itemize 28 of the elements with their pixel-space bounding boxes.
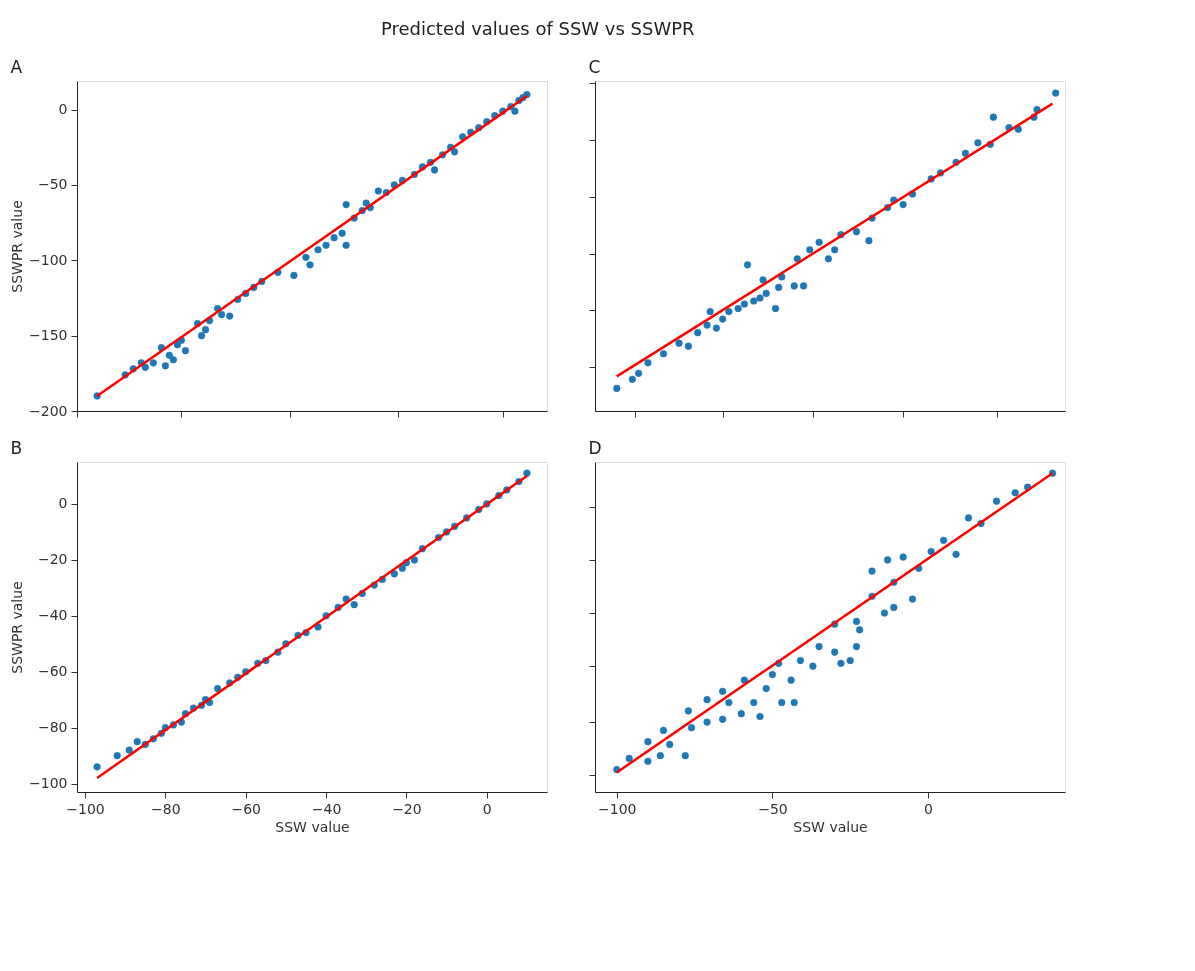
x-tick-label: −60 [231, 800, 261, 817]
x-tick-label: 0 [924, 800, 934, 817]
y-tick-label: −60 [37, 663, 68, 680]
x-tick-label: −40 [311, 800, 342, 817]
chart-title: C [588, 57, 601, 77]
chart-title: A [10, 57, 23, 77]
y-tick-label: −80 [37, 719, 68, 736]
x-tick-label: −20 [392, 800, 422, 817]
y-tick-label: −100 [29, 775, 68, 792]
y-tick-label: −50 [37, 176, 68, 193]
y-tick-label: −150 [29, 327, 68, 344]
y-tick-label: −20 [37, 551, 68, 568]
y-tick-label: −200 [29, 402, 68, 419]
x-tick-label: 0 [482, 800, 492, 817]
text: Predicted values of SSW vs SSWPR [380, 17, 695, 39]
x-tick-label: −50 [758, 800, 788, 817]
y-axis-title: SSWPR value [9, 581, 26, 674]
y-tick-label: −40 [37, 607, 68, 624]
y-tick-label: −100 [29, 251, 68, 268]
y-axis-title: SSWPR value [9, 200, 26, 293]
x-axis-title: SSW value [275, 818, 350, 835]
x-axis-title: SSW value [793, 818, 868, 835]
x-tick-label: −80 [151, 800, 181, 817]
chart-title: B [10, 438, 23, 458]
y-tick-label: 0 [58, 101, 68, 118]
y-tick-label: 0 [58, 495, 68, 512]
x-tick-label: −100 [598, 800, 637, 817]
chart-title: D [588, 438, 602, 458]
